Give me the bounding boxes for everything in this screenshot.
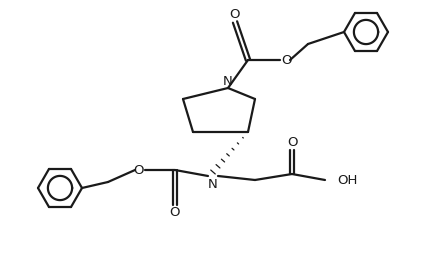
Text: O: O <box>134 163 144 177</box>
Text: N: N <box>223 75 233 88</box>
Text: OH: OH <box>337 173 358 187</box>
Text: O: O <box>281 53 291 67</box>
Text: O: O <box>287 135 297 149</box>
Text: N: N <box>208 178 218 191</box>
Text: O: O <box>170 206 180 220</box>
Text: O: O <box>230 8 240 20</box>
